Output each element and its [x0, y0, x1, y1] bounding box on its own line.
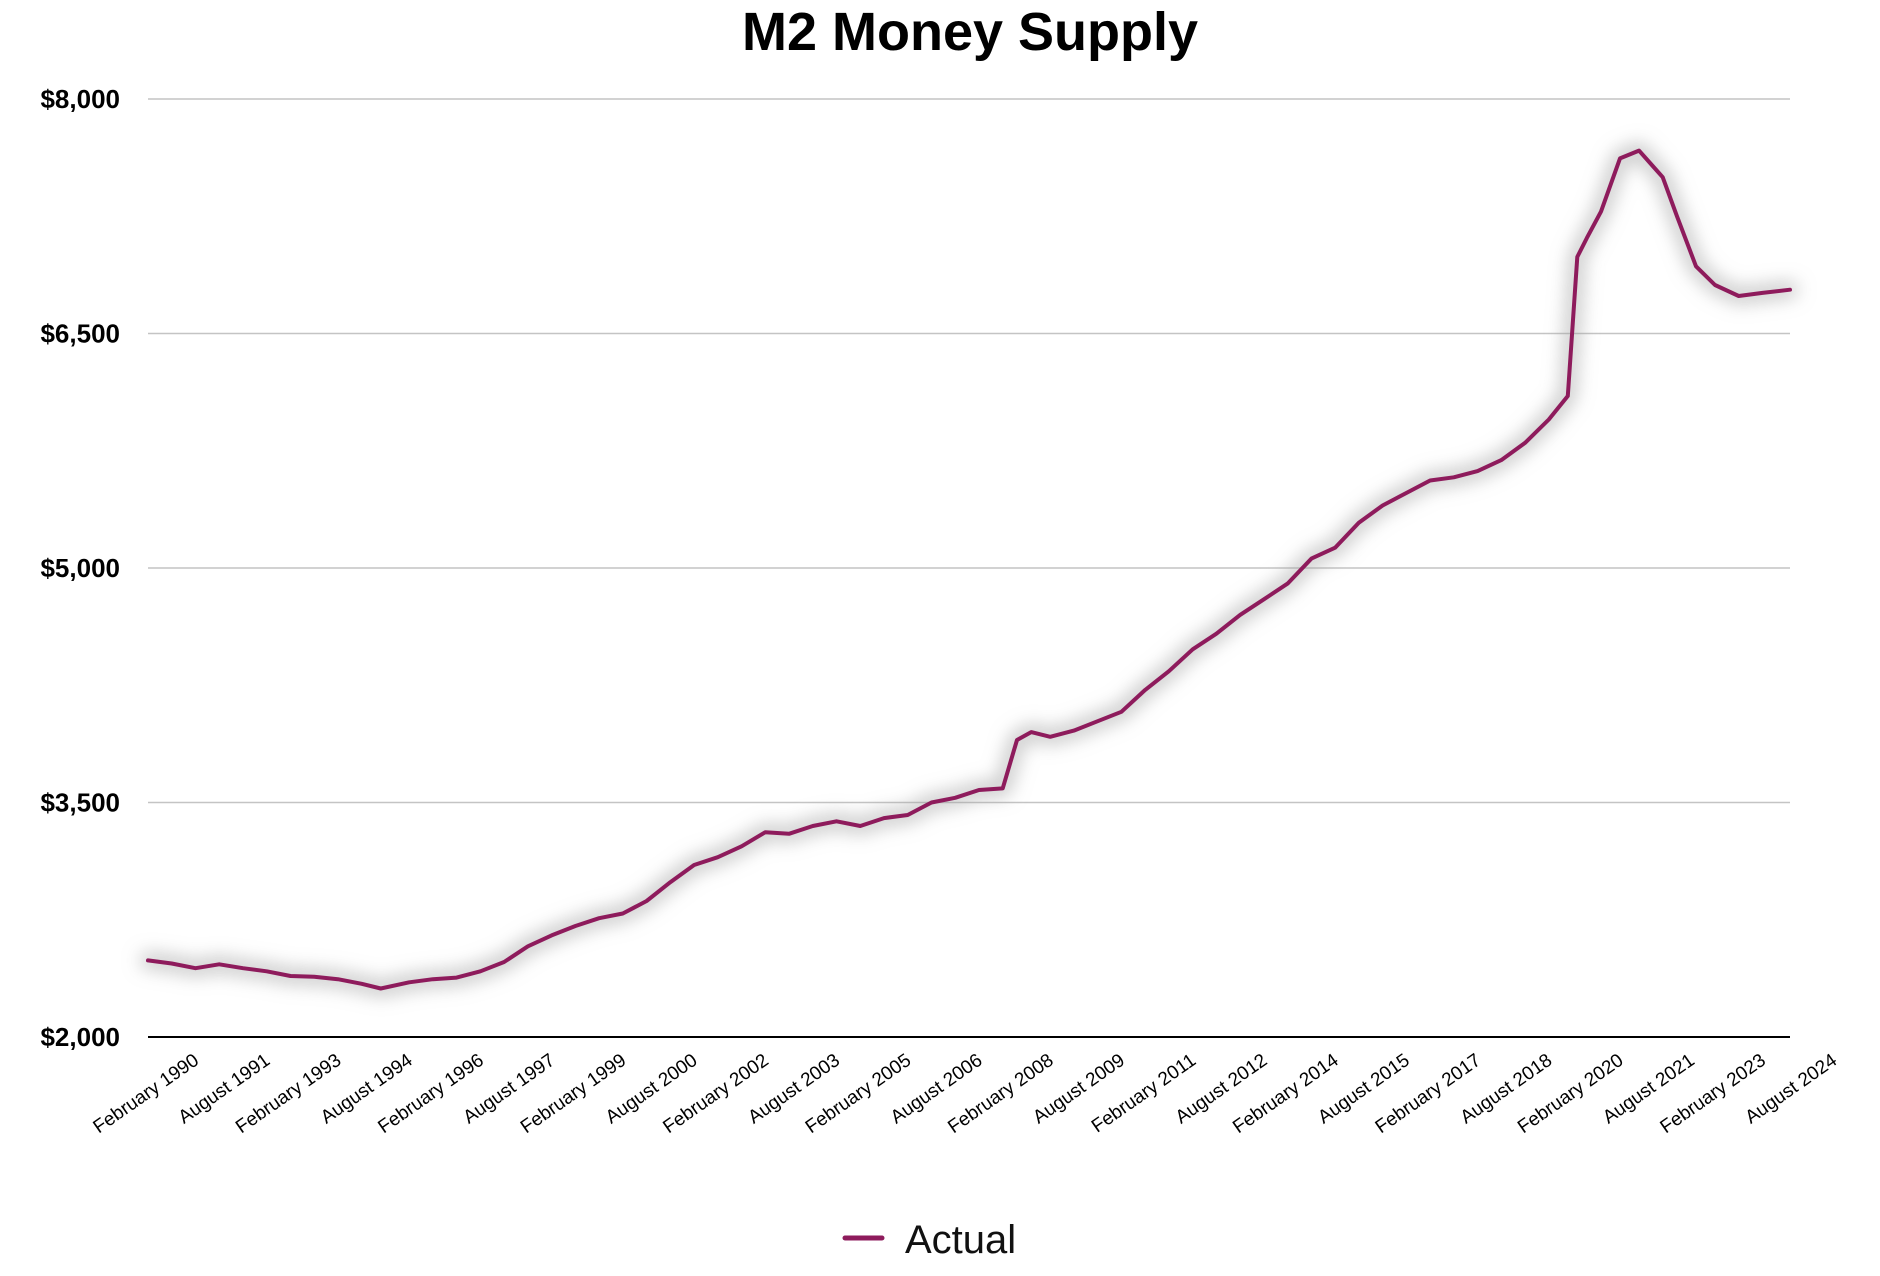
y-tick-label: $3,500: [40, 788, 120, 818]
y-axis-tick-labels: $2,000 $3,500 $5,000 $6,500 $8,000: [40, 84, 120, 1052]
legend-label-actual: Actual: [905, 1218, 1016, 1262]
y-tick-label: $6,500: [40, 319, 120, 349]
y-tick-label: $5,000: [40, 553, 120, 583]
series-actual-shadow: [140, 142, 1798, 997]
legend: Actual: [842, 1218, 1016, 1262]
y-tick-label: $8,000: [40, 84, 120, 114]
series-actual-line: [146, 148, 1792, 991]
gridlines: [148, 98, 1790, 1038]
chart-title: M2 Money Supply: [742, 2, 1198, 62]
y-tick-label: $2,000: [40, 1022, 120, 1052]
